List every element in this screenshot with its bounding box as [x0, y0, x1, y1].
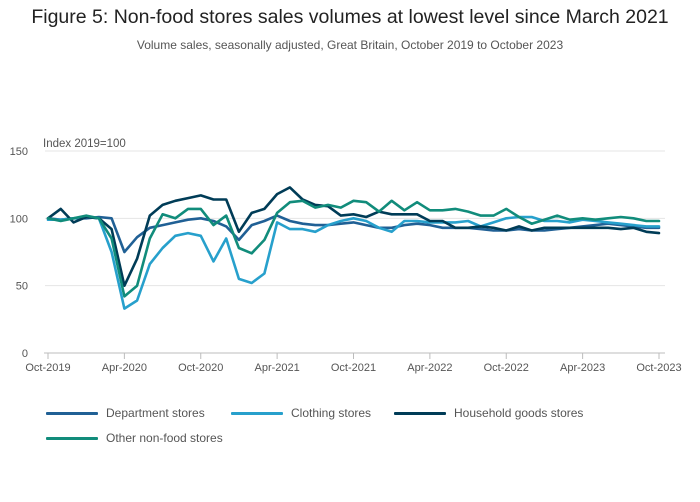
x-tick-label: Oct-2020: [178, 362, 223, 374]
legend-item: Clothing stores: [231, 406, 371, 420]
chart-title: Figure 5: Non-food stores sales volumes …: [31, 6, 669, 28]
legend-item: Department stores: [46, 406, 205, 420]
x-tick-label: Oct-2022: [484, 362, 529, 374]
y-tick-label: 50: [16, 281, 28, 293]
series-line-other-non-food-stores: [46, 199, 661, 298]
legend-swatch: [394, 411, 446, 415]
x-tick-label: Apr-2022: [407, 362, 452, 374]
y-unit-label: Index 2019=100: [43, 138, 126, 150]
series-line-clothing-stores: [46, 215, 661, 310]
line-chart: Index 2019=100 0 50 100 150 Oct-2019 Apr-202…: [10, 138, 682, 374]
x-tick-label: Apr-2020: [102, 362, 147, 374]
legend-swatch: [46, 436, 98, 440]
legend-swatch: [231, 411, 283, 415]
series-lines: [46, 186, 661, 310]
y-tick-label: 150: [10, 146, 28, 158]
series-line-household-goods-stores: [46, 186, 661, 288]
chart-subtitle: Volume sales, seasonally adjusted, Great…: [136, 38, 564, 52]
x-tick-label: Oct-2021: [331, 362, 376, 374]
legend-item: Household goods stores: [394, 406, 583, 420]
legend-item: Other non-food stores: [46, 431, 223, 445]
x-tick-label: Oct-2019: [25, 362, 70, 374]
x-tick-label: Apr-2021: [254, 362, 299, 374]
legend-label: Other non-food stores: [106, 431, 223, 445]
y-tick-label: 0: [22, 348, 28, 360]
legend-swatch: [46, 411, 98, 415]
y-axis-ticks: 0 50 100 150: [10, 146, 28, 360]
legend-label: Department stores: [106, 406, 205, 420]
x-tick-label: Apr-2023: [560, 362, 605, 374]
legend-label: Clothing stores: [291, 406, 372, 420]
legend-label: Household goods stores: [454, 406, 584, 420]
x-axis: Oct-2019 Apr-2020 Oct-2020 Apr-2021 Oct-2021…: [25, 352, 682, 374]
y-tick-label: 100: [10, 213, 28, 225]
x-tick-label: Oct-2023: [636, 362, 681, 374]
